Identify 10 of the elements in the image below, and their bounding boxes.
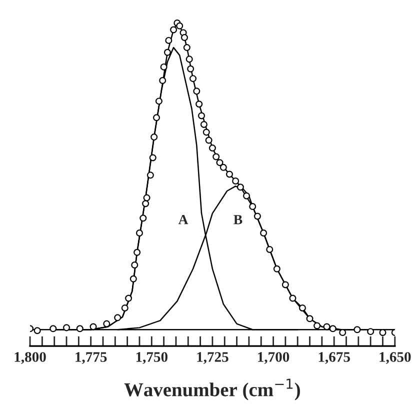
x-tick-label: 1,700 [258, 352, 290, 364]
x-tick-label: 1,650 [380, 352, 411, 364]
annotation: A [178, 215, 188, 224]
annotation: B [234, 215, 242, 224]
x-tick-label: 1,725 [197, 352, 228, 364]
x-tick-label: 1,750 [136, 352, 168, 364]
x-tick-label: 1,775 [76, 352, 107, 364]
x-tick-label: 1,800 [14, 352, 46, 364]
x-axis-title: Wavenumber (cm$^{−1}$) [124, 378, 300, 400]
x-tick-label: 1,675 [318, 352, 350, 364]
